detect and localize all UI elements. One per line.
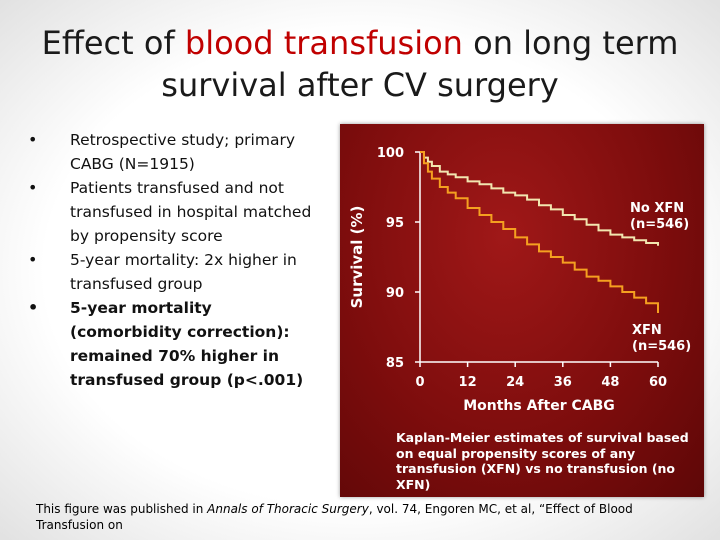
bullet-item: Patients transfused and not transfused i… (28, 176, 318, 248)
series-line-xfn (420, 151, 659, 313)
kaplan-meier-figure: 100 95 90 85 0 12 24 36 48 60 Survival (%) Months… (340, 124, 704, 497)
x-tick-label: 0 (415, 375, 424, 390)
citation-cutoff: n (115, 518, 123, 532)
citation-journal: Annals of Thoracic Surgery (207, 502, 369, 516)
kaplan-meier-chart: 100 95 90 85 0 12 24 36 48 60 Survival (%) Months… (348, 146, 691, 414)
citation: This figure was published in Annals of T… (36, 501, 656, 533)
title-part2: on long term survival after CV surgery (161, 24, 679, 104)
legend-xfn-line1: XFN (632, 323, 662, 338)
bullet-item: 5-year mortality: 2x higher in transfuse… (28, 248, 318, 296)
legend-xfn-line2: (n=546) (632, 339, 691, 354)
title-highlight: blood transfusion (184, 24, 463, 62)
bullet-item: 5-year mortality (comorbidity correction… (28, 296, 318, 392)
y-tick-label: 90 (386, 286, 404, 301)
x-tick-label: 48 (601, 375, 619, 390)
legend-no-xfn-line2: (n=546) (630, 217, 689, 232)
y-tick-label: 85 (386, 356, 404, 371)
bullet-item: Retrospective study; primary CABG (N=191… (28, 128, 318, 176)
y-tick-label: 100 (377, 146, 404, 161)
bullet-list: Retrospective study; primary CABG (N=191… (28, 128, 318, 392)
x-tick-label: 12 (459, 375, 477, 390)
title-part1: Effect of (41, 24, 185, 62)
figure-caption: Kaplan-Meier estimates of survival based… (396, 430, 689, 492)
series-line-no-xfn (420, 151, 659, 246)
citation-after: , vol. 74, Engoren MC, et al, “Effect of… (36, 502, 633, 532)
x-tick-label: 60 (649, 375, 667, 390)
y-tick-label: 95 (386, 216, 404, 231)
x-tick-label: 36 (554, 375, 572, 390)
slide-title: Effect of blood transfusion on long term… (40, 22, 680, 106)
tick-layer: 100 95 90 85 0 12 24 36 48 60 (377, 146, 667, 390)
y-axis-title: Survival (%) (348, 206, 366, 309)
series-layer (420, 151, 659, 313)
citation-before: This figure was published in (36, 502, 208, 516)
legend-no-xfn-line1: No XFN (630, 201, 684, 216)
x-tick-label: 24 (506, 375, 524, 390)
x-axis-title: Months After CABG (463, 398, 615, 414)
